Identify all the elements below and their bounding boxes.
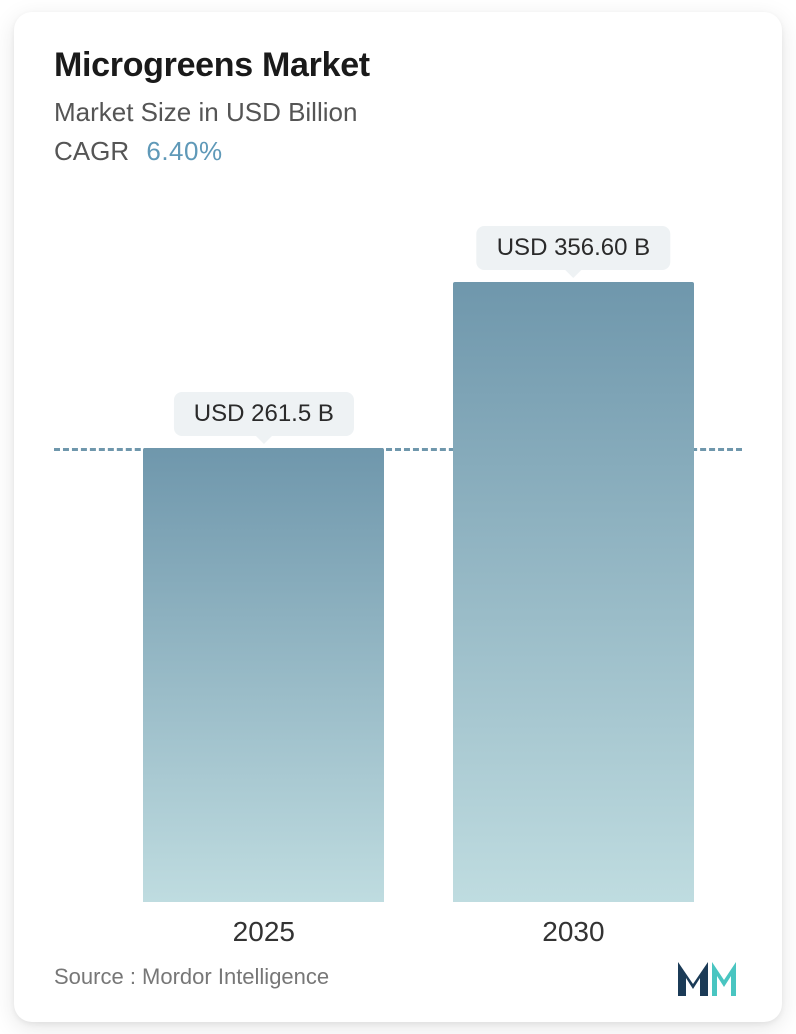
x-axis-label: 2025 (233, 916, 295, 948)
bar (143, 448, 384, 902)
cagr-value: 6.40% (146, 136, 222, 166)
bar (453, 282, 694, 902)
cagr-row: CAGR 6.40% (54, 136, 742, 167)
value-badge: USD 261.5 B (174, 392, 354, 436)
cagr-label: CAGR (54, 136, 129, 166)
chart-title: Microgreens Market (54, 46, 742, 85)
x-axis-label: 2030 (542, 916, 604, 948)
chart-area: USD 261.5 B2025USD 356.60 B2030 (54, 207, 742, 902)
chart-footer: Source : Mordor Intelligence (54, 956, 742, 998)
chart-card: Microgreens Market Market Size in USD Bi… (14, 12, 782, 1022)
value-badge: USD 356.60 B (477, 226, 670, 270)
chart-subtitle: Market Size in USD Billion (54, 97, 742, 128)
source-text: Source : Mordor Intelligence (54, 964, 329, 990)
brand-logo-icon (676, 956, 742, 998)
